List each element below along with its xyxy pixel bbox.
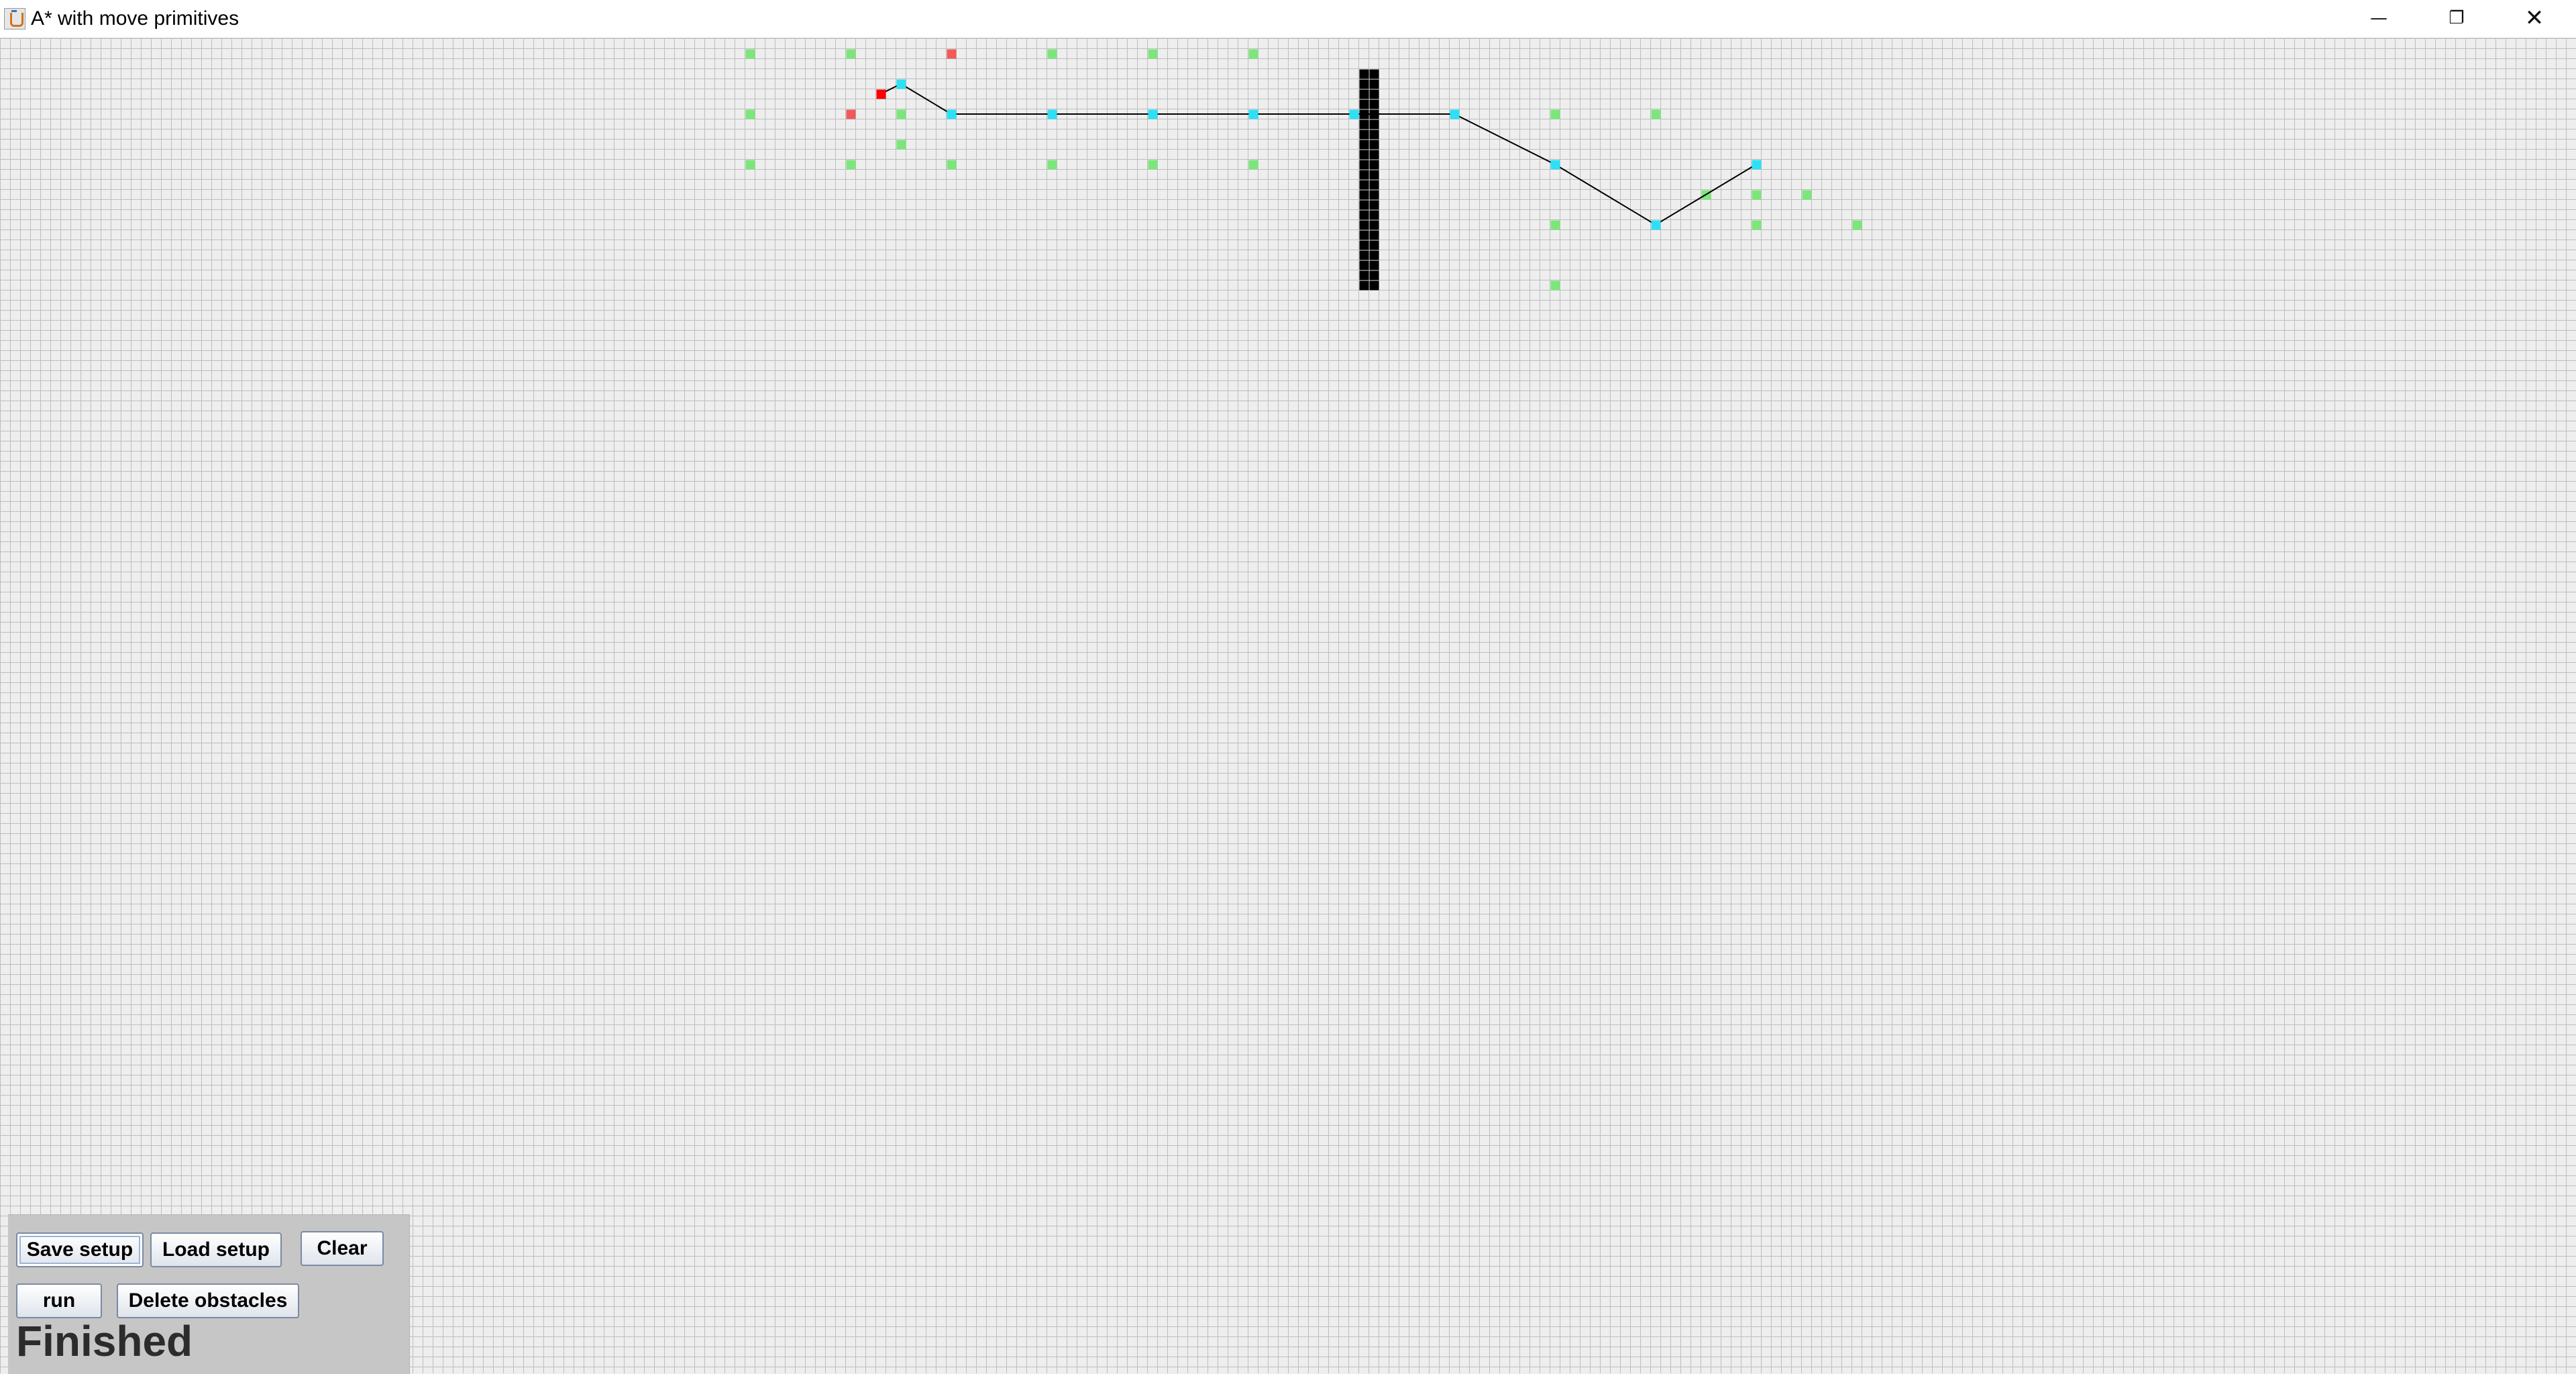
obstacle-cell bbox=[1359, 260, 1369, 270]
obstacle-cell bbox=[1369, 210, 1379, 220]
obstacle-cell bbox=[1359, 79, 1369, 89]
obstacle-cell bbox=[1369, 260, 1379, 270]
open-node bbox=[1752, 190, 1762, 200]
open-node bbox=[1651, 109, 1661, 119]
open-node bbox=[846, 160, 856, 170]
obstacle-cell bbox=[1369, 220, 1379, 230]
obstacle-cell bbox=[1369, 150, 1379, 160]
obstacle-cell bbox=[1359, 230, 1369, 240]
obstacle-cell bbox=[1359, 270, 1369, 280]
obstacle-cell bbox=[1369, 230, 1379, 240]
save-setup-button[interactable]: Save setup bbox=[16, 1232, 144, 1267]
grid-canvas[interactable] bbox=[0, 38, 2576, 1373]
obstacle-cell bbox=[1359, 150, 1369, 160]
obstacle-cell bbox=[1369, 99, 1379, 109]
obstacle-cell bbox=[1359, 170, 1369, 180]
open-node bbox=[1148, 160, 1158, 170]
path-node bbox=[1752, 160, 1762, 170]
obstacle-cell bbox=[1369, 160, 1379, 170]
obstacle-cell bbox=[1369, 200, 1379, 210]
obstacle-cell bbox=[1369, 69, 1379, 79]
obstacle-cell bbox=[1359, 220, 1369, 230]
open-node bbox=[947, 160, 957, 170]
open-node bbox=[1047, 49, 1057, 59]
obstacle-cell bbox=[1359, 190, 1369, 200]
open-node bbox=[1752, 220, 1762, 230]
obstacle-cell bbox=[1369, 190, 1379, 200]
clear-button[interactable]: Clear bbox=[301, 1231, 384, 1266]
obstacle-cell bbox=[1369, 280, 1379, 290]
obstacle-cell bbox=[1369, 240, 1379, 250]
open-node bbox=[1550, 220, 1560, 230]
open-node bbox=[1148, 49, 1158, 59]
obstacle-cell bbox=[1359, 250, 1369, 260]
title-bar: A* with move primitives — ❐ ✕ bbox=[0, 0, 2576, 38]
status-label: Finished bbox=[16, 1317, 193, 1365]
open-node bbox=[745, 160, 755, 170]
path-node bbox=[1550, 160, 1560, 170]
delete-obstacles-button[interactable]: Delete obstacles bbox=[117, 1283, 299, 1318]
obstacle-cell bbox=[1359, 160, 1369, 170]
obstacle-cell bbox=[1369, 170, 1379, 180]
open-node bbox=[1047, 160, 1057, 170]
obstacle-cell bbox=[1359, 99, 1369, 109]
open-node bbox=[745, 49, 755, 59]
obstacle-cell bbox=[1359, 200, 1369, 210]
path-node bbox=[1450, 109, 1460, 119]
open-node bbox=[846, 49, 856, 59]
path-node bbox=[1651, 220, 1661, 230]
open-node bbox=[896, 109, 906, 119]
closed-node bbox=[947, 49, 957, 59]
obstacle-cell bbox=[1359, 129, 1369, 140]
path-node bbox=[1047, 109, 1057, 119]
window-title: A* with move primitives bbox=[31, 7, 239, 30]
obstacle-cell bbox=[1359, 119, 1369, 129]
load-setup-button[interactable]: Load setup bbox=[150, 1232, 282, 1267]
java-cup-icon bbox=[4, 8, 25, 30]
obstacle-cell bbox=[1369, 79, 1379, 89]
close-button[interactable]: ✕ bbox=[2524, 5, 2544, 32]
open-node bbox=[1248, 49, 1258, 59]
open-node bbox=[1550, 109, 1560, 119]
open-node bbox=[1248, 160, 1258, 170]
obstacle-cell bbox=[1369, 119, 1379, 129]
obstacle-cell bbox=[1369, 270, 1379, 280]
open-node bbox=[745, 109, 755, 119]
path-node bbox=[1349, 109, 1359, 119]
path-node bbox=[1148, 109, 1158, 119]
restore-button[interactable]: ❐ bbox=[2449, 8, 2465, 28]
path-node bbox=[947, 109, 957, 119]
path-node bbox=[1248, 109, 1258, 119]
obstacle-cell bbox=[1359, 180, 1369, 190]
run-button[interactable]: run bbox=[16, 1283, 102, 1318]
obstacle-cell bbox=[1369, 140, 1379, 150]
open-node bbox=[1802, 190, 1812, 200]
obstacle-cell bbox=[1369, 129, 1379, 140]
obstacle-cell bbox=[1369, 89, 1379, 99]
start-node bbox=[876, 89, 886, 99]
obstacle-cell bbox=[1359, 240, 1369, 250]
obstacle-cell bbox=[1369, 180, 1379, 190]
obstacle-cell bbox=[1359, 210, 1369, 220]
closed-node bbox=[846, 109, 856, 119]
path-node bbox=[896, 79, 906, 89]
open-node bbox=[1852, 220, 1862, 230]
grid-lines bbox=[0, 38, 2576, 1373]
obstacle-cell bbox=[1359, 140, 1369, 150]
obstacle-cell bbox=[1359, 69, 1369, 79]
open-node bbox=[1550, 280, 1560, 290]
minimize-button[interactable]: — bbox=[2370, 8, 2387, 28]
obstacle-cell bbox=[1359, 89, 1369, 99]
planning-grid[interactable] bbox=[0, 38, 2576, 1373]
control-panel: Save setup Load setup Clear run Delete o… bbox=[8, 1214, 410, 1374]
obstacle-cell bbox=[1369, 250, 1379, 260]
obstacle-cell bbox=[1359, 280, 1369, 290]
open-node bbox=[896, 140, 906, 150]
